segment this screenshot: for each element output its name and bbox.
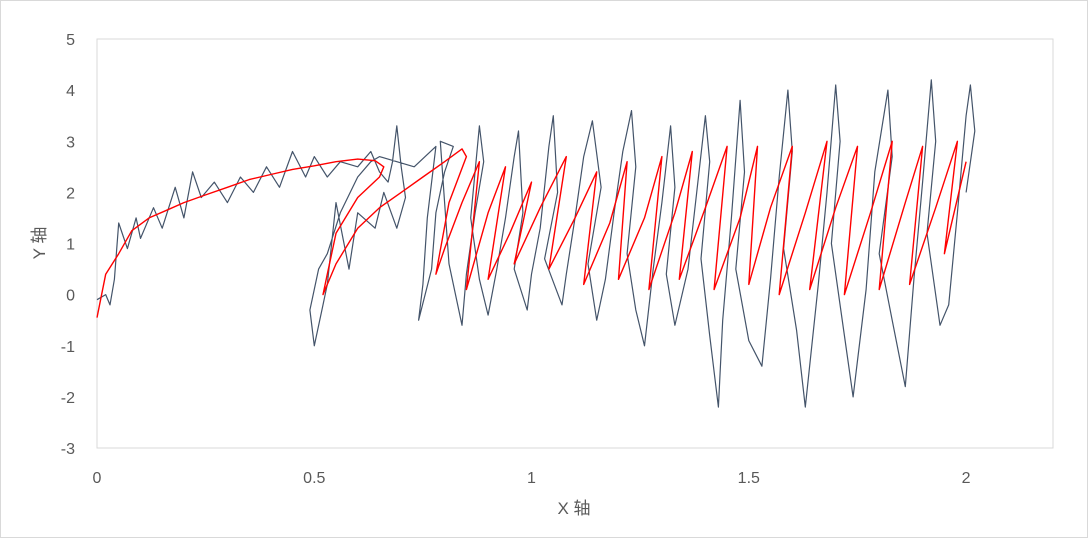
x-axis-title: X 轴 <box>557 499 590 518</box>
y-tick-label: 2 <box>66 185 75 202</box>
plot-area <box>96 38 1054 449</box>
y-axis-title: Y 轴 <box>30 227 49 260</box>
y-tick-label: 5 <box>66 32 75 49</box>
x-tick-labels: 0 0.5 1 1.5 2 <box>93 470 971 487</box>
series-line-2 <box>96 140 967 318</box>
y-tick-label: 0 <box>66 288 75 305</box>
y-tick-label: 4 <box>66 83 75 100</box>
y-tick-label: 3 <box>66 134 75 151</box>
x-tick-label: 2 <box>962 470 971 487</box>
y-tick-label: -2 <box>61 390 75 407</box>
x-tick-label: 1.5 <box>738 470 760 487</box>
x-tick-label: 0.5 <box>303 470 325 487</box>
y-tick-label: -3 <box>61 441 75 458</box>
x-tick-label: 1 <box>527 470 536 487</box>
x-tick-label: 0 <box>93 470 102 487</box>
y-tick-label: -1 <box>61 339 75 356</box>
y-tick-label: 1 <box>66 237 75 254</box>
series-line-1 <box>96 79 976 408</box>
y-tick-labels: 5 4 3 2 1 0 -1 -2 -3 <box>61 32 75 458</box>
series-layer <box>96 79 976 408</box>
